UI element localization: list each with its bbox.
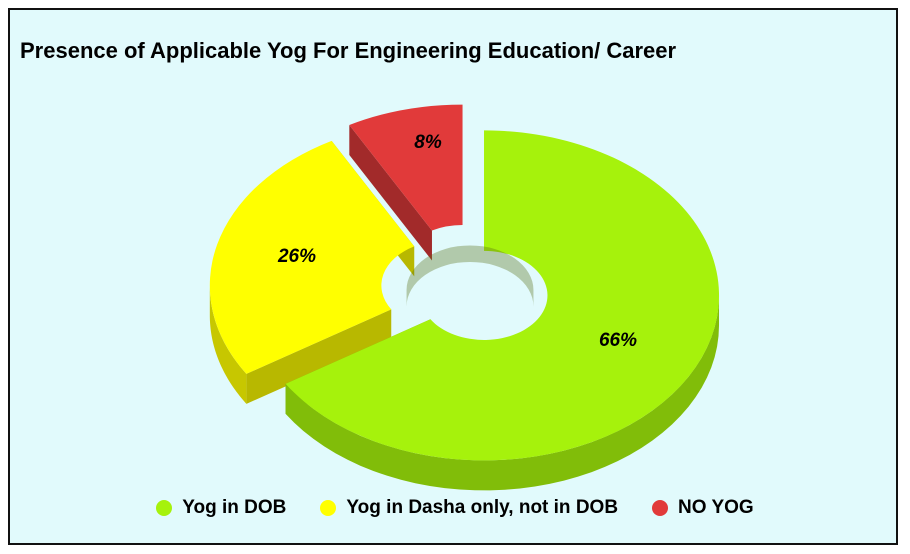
legend-item-1: Yog in Dasha only, not in DOB: [320, 497, 618, 519]
legend-label: Yog in DOB: [182, 497, 287, 518]
legend-item-0: Yog in DOB: [156, 497, 286, 519]
legend-item-2: NO YOG: [652, 497, 754, 519]
legend-marker-icon: [156, 500, 173, 516]
data-label-1: 26%: [277, 246, 316, 267]
legend-marker-icon: [320, 500, 337, 516]
doughnut-hole-wall: [406, 245, 534, 307]
data-label-2: 8%: [414, 132, 442, 153]
legend: Yog in DOB Yog in Dasha only, not in DOB N…: [0, 497, 910, 519]
slice-1-side: [209, 285, 247, 404]
chart-title: Presence of Applicable Yog For Engineeri…: [20, 38, 677, 63]
slice-2: [349, 104, 463, 231]
slice-2-cut-start: [349, 125, 432, 261]
slice-0-side: [285, 295, 720, 491]
legend-label: NO YOG: [678, 497, 754, 518]
data-label-0: 66%: [599, 330, 637, 351]
slice-1-cut-start: [246, 309, 392, 404]
legend-marker-icon: [652, 500, 669, 516]
legend-label: Yog in Dasha only, not in DOB: [346, 497, 619, 518]
slice-0: [285, 130, 720, 461]
slice-1: [209, 140, 415, 374]
